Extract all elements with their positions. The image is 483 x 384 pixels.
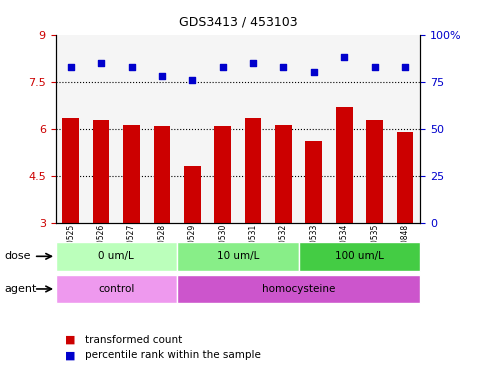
Point	[401, 63, 409, 70]
Point	[341, 54, 348, 60]
Bar	[154, 126, 170, 223]
Bar	[93, 120, 110, 223]
Text: transformed count: transformed count	[85, 335, 182, 345]
Point	[249, 60, 257, 66]
Bar	[298, 242, 420, 271]
Bar	[184, 166, 200, 223]
Bar	[366, 120, 383, 223]
Bar	[397, 132, 413, 223]
Point	[158, 73, 166, 79]
Point	[188, 77, 196, 83]
Text: homocysteine: homocysteine	[262, 284, 335, 294]
Text: ■: ■	[65, 335, 76, 345]
Text: GDS3413 / 453103: GDS3413 / 453103	[179, 15, 297, 28]
Bar	[177, 242, 298, 271]
Point	[219, 63, 227, 70]
Bar	[214, 126, 231, 223]
Text: 100 um/L: 100 um/L	[335, 251, 384, 262]
Point	[310, 69, 318, 75]
Bar	[123, 125, 140, 223]
Point	[128, 63, 135, 70]
Bar	[62, 118, 79, 223]
Bar	[275, 125, 292, 223]
Bar	[56, 242, 177, 271]
Bar	[177, 275, 420, 303]
Text: 10 um/L: 10 um/L	[217, 251, 259, 262]
Point	[97, 60, 105, 66]
Text: dose: dose	[5, 251, 31, 262]
Text: ■: ■	[65, 350, 76, 360]
Text: percentile rank within the sample: percentile rank within the sample	[85, 350, 260, 360]
Text: control: control	[98, 284, 134, 294]
Bar	[336, 107, 353, 223]
Text: agent: agent	[5, 284, 37, 294]
Point	[371, 63, 379, 70]
Bar	[245, 118, 261, 223]
Point	[280, 63, 287, 70]
Point	[67, 63, 74, 70]
Bar	[56, 275, 177, 303]
Text: 0 um/L: 0 um/L	[99, 251, 134, 262]
Bar	[305, 141, 322, 223]
